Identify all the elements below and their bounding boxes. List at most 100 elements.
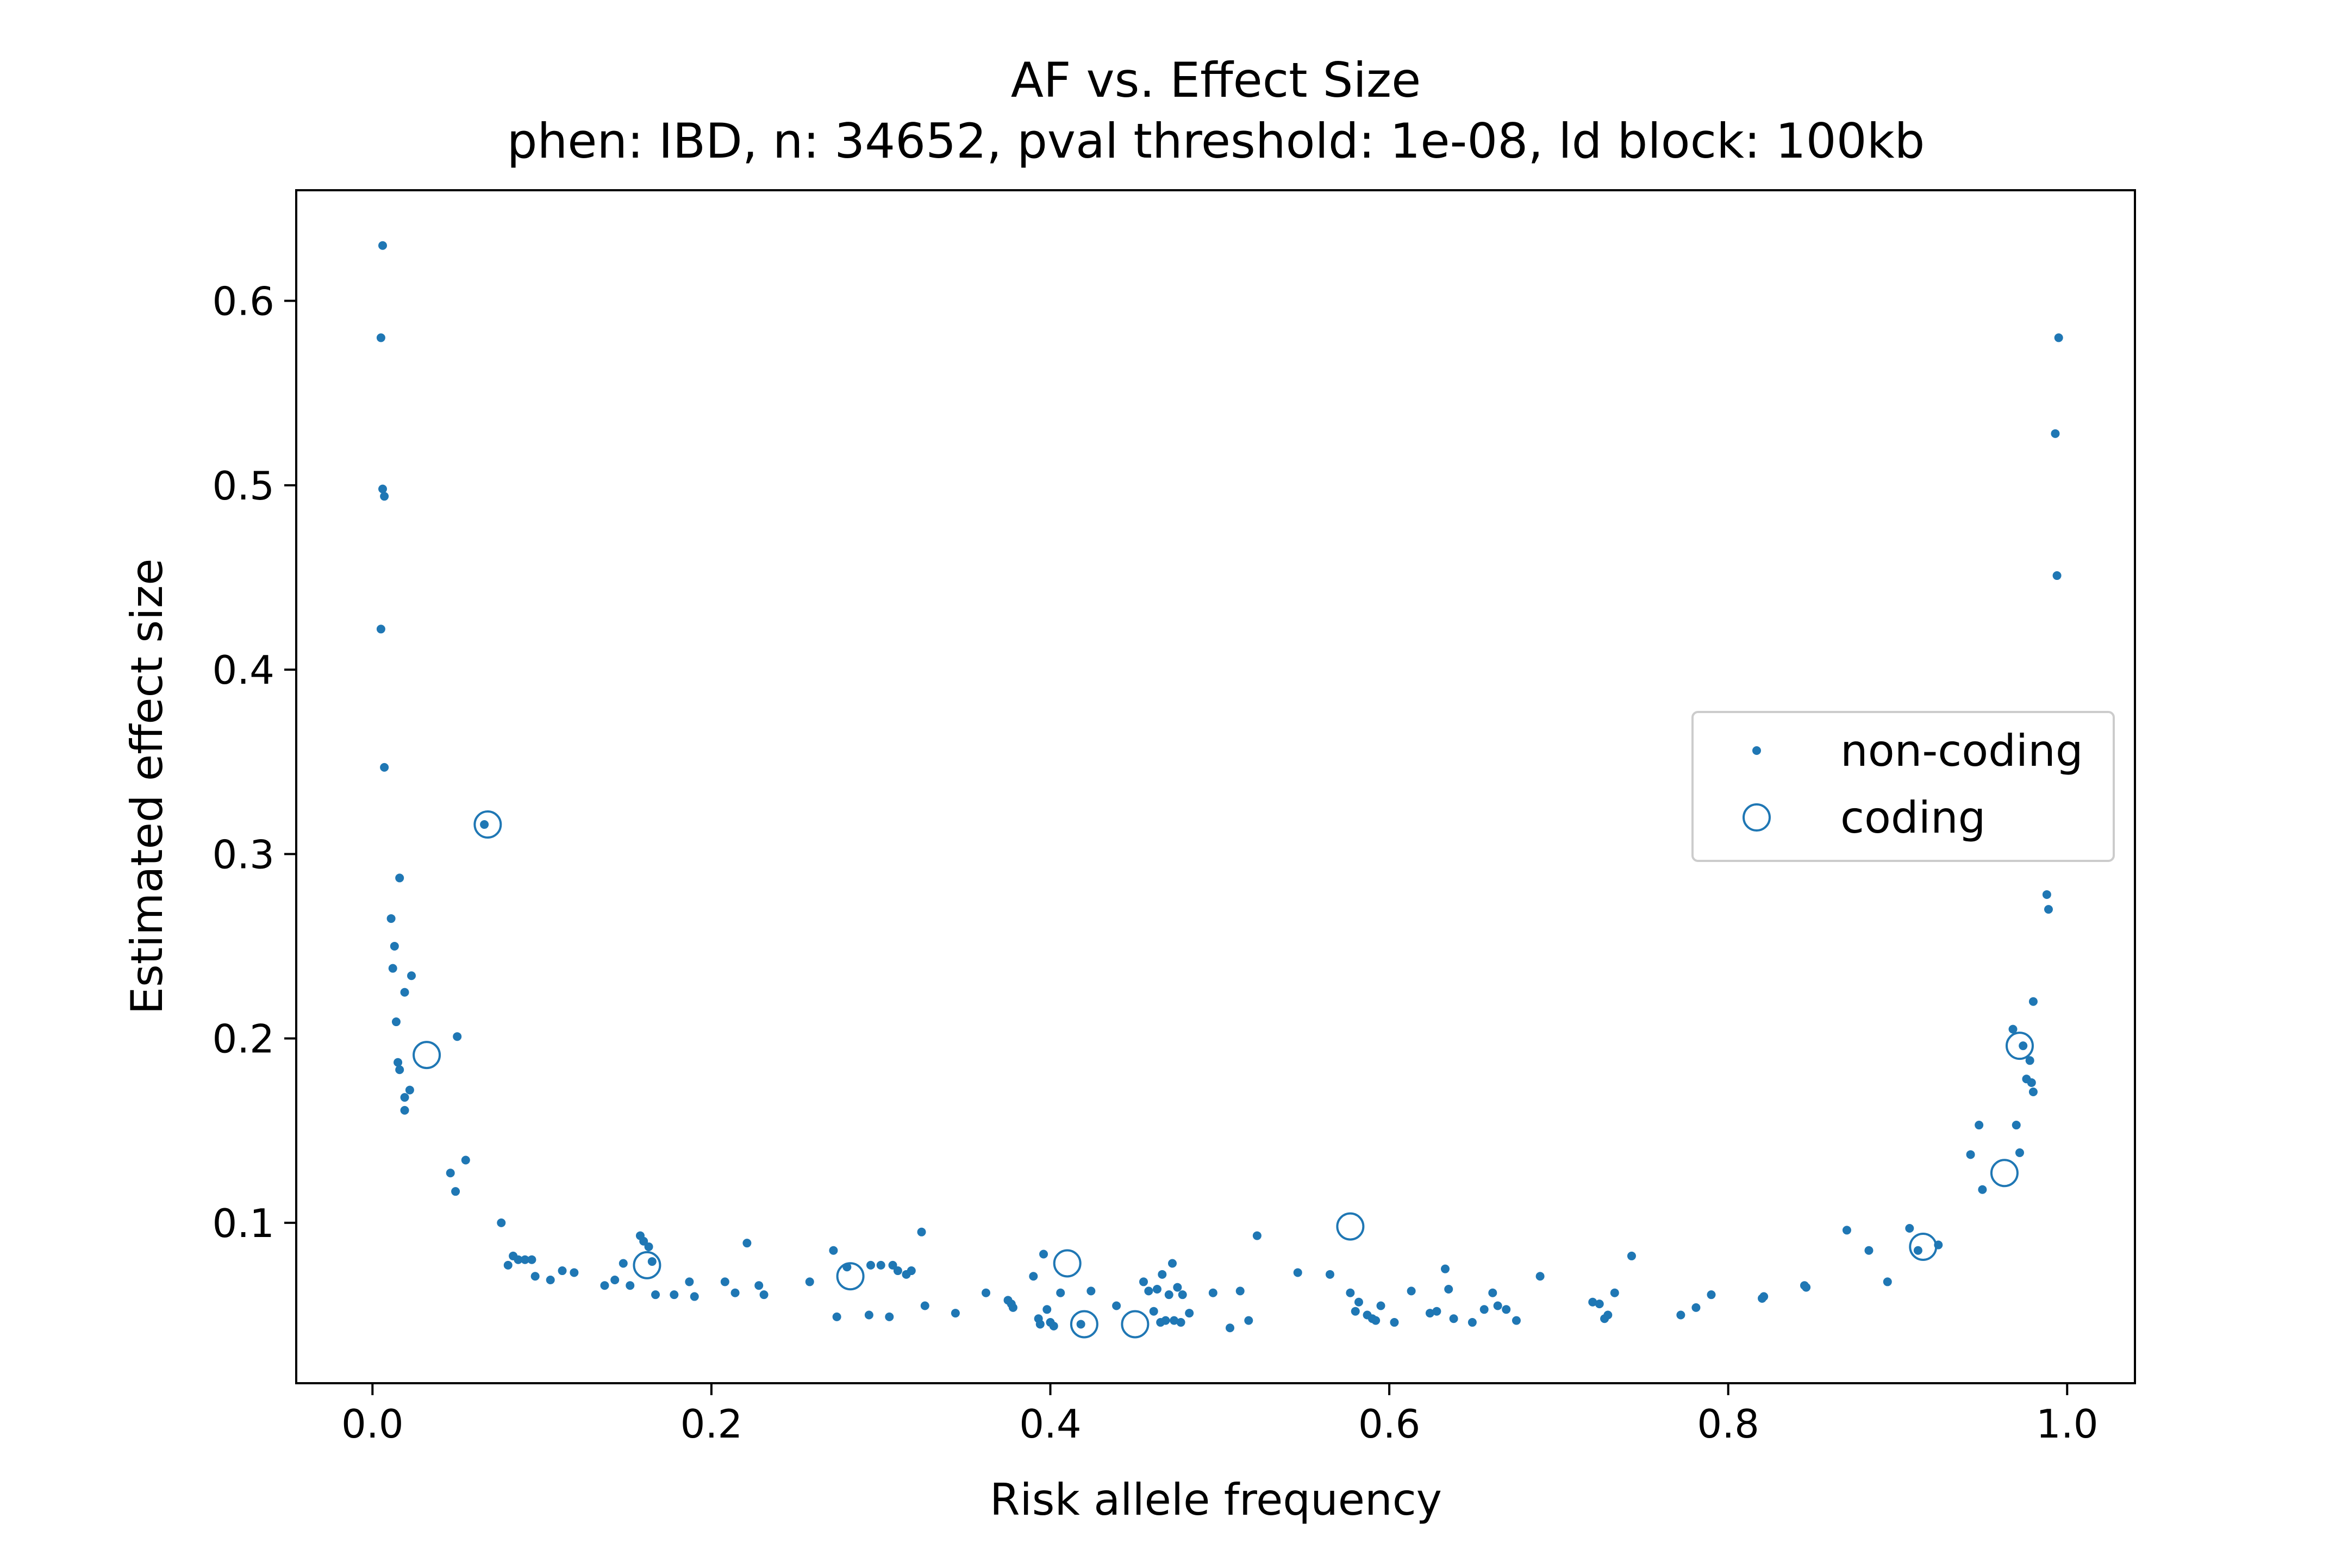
non-coding-point (1535, 1272, 1545, 1281)
non-coding-point (2052, 571, 2062, 580)
non-coding-point (639, 1236, 648, 1246)
non-coding-point (685, 1277, 694, 1286)
legend-box (1691, 711, 2115, 862)
non-coding-point (378, 241, 388, 250)
non-coding-point (1351, 1307, 1360, 1316)
non-coding-point (514, 1255, 523, 1264)
non-coding-point (1235, 1286, 1245, 1296)
non-coding-point (1978, 1185, 1987, 1194)
non-coding-point (1252, 1231, 1262, 1240)
legend-label-coding: coding (1840, 792, 1985, 843)
non-coding-point (395, 1065, 404, 1075)
non-coding-point (400, 1093, 409, 1102)
non-coding-point (1864, 1246, 1874, 1255)
non-coding-point (451, 1187, 460, 1196)
non-coding-point (1152, 1284, 1161, 1294)
non-coding-point (1035, 1320, 1045, 1329)
non-coding-point (893, 1266, 902, 1276)
non-coding-point (754, 1281, 764, 1290)
non-coding-point (1208, 1288, 1217, 1297)
non-coding-point (1244, 1316, 1253, 1325)
non-coding-point (530, 1272, 540, 1281)
non-coding-point (759, 1290, 769, 1300)
non-coding-point (1488, 1288, 1497, 1297)
non-coding-point (1354, 1297, 1363, 1307)
x-tick-label: 0.8 (1697, 1401, 1759, 1447)
non-coding-point (390, 941, 399, 951)
non-coding-point (461, 1155, 470, 1165)
non-coding-point (2054, 333, 2063, 342)
non-coding-point (2051, 429, 2060, 438)
non-coding-point (647, 1257, 657, 1266)
non-coding-point (1161, 1316, 1170, 1325)
marks-layer (376, 241, 2063, 1339)
legend-marker-non-coding (1752, 746, 1761, 755)
non-coding-point (1008, 1303, 1017, 1312)
non-coding-point (1049, 1321, 1058, 1330)
non-coding-point (503, 1260, 513, 1270)
non-coding-point (1802, 1283, 1811, 1292)
non-coding-point (2042, 890, 2051, 899)
non-coding-point (730, 1288, 740, 1297)
non-coding-point (876, 1260, 885, 1270)
non-coding-point (395, 873, 404, 883)
non-coding-point (888, 1260, 897, 1270)
coding-point (473, 810, 502, 839)
y-tick-label: 0.2 (212, 1016, 274, 1062)
non-coding-point (546, 1276, 555, 1285)
non-coding-point (951, 1309, 960, 1318)
non-coding-point (380, 492, 389, 501)
non-coding-point (527, 1255, 536, 1264)
non-coding-point (1390, 1318, 1399, 1327)
non-coding-point (1170, 1316, 1179, 1325)
non-coding-point (832, 1312, 841, 1321)
non-coding-point (982, 1288, 991, 1297)
non-coding-point (619, 1259, 628, 1268)
non-coding-point (400, 988, 409, 997)
non-coding-point (2019, 1041, 2028, 1051)
non-coding-point (1185, 1309, 1194, 1318)
non-coding-point (2044, 905, 2053, 914)
y-tick-label: 0.4 (212, 647, 274, 693)
x-tick-label: 0.0 (341, 1401, 404, 1447)
non-coding-point (1432, 1307, 1441, 1316)
non-coding-point (405, 1085, 414, 1095)
non-coding-point (558, 1266, 567, 1276)
non-coding-point (1444, 1284, 1453, 1294)
non-coding-point (1178, 1290, 1187, 1300)
coding-point (1070, 1310, 1098, 1339)
non-coding-point (1371, 1316, 1381, 1325)
non-coding-point (1029, 1272, 1038, 1281)
non-coding-point (1842, 1226, 1851, 1235)
non-coding-point (391, 1017, 401, 1027)
coding-point (1336, 1212, 1365, 1241)
y-axis-label: Estimated effect size (122, 558, 172, 1014)
non-coding-point (2028, 997, 2038, 1006)
coding-point (1990, 1159, 2019, 1188)
coding-point (413, 1041, 441, 1070)
non-coding-point (1610, 1288, 1619, 1297)
non-coding-point (1468, 1318, 1477, 1327)
non-coding-point (378, 484, 388, 493)
non-coding-point (670, 1290, 679, 1300)
non-coding-point (1164, 1290, 1173, 1300)
non-coding-point (1149, 1307, 1158, 1316)
non-coding-point (610, 1276, 620, 1285)
non-coding-point (1076, 1320, 1085, 1329)
non-coding-point (1042, 1305, 1052, 1314)
coding-point (1909, 1232, 1938, 1261)
non-coding-point (1144, 1286, 1153, 1296)
legend-label-non-coding: non-coding (1840, 726, 2083, 776)
non-coding-point (864, 1310, 873, 1320)
non-coding-point (446, 1169, 455, 1178)
non-coding-point (920, 1301, 929, 1310)
non-coding-point (1676, 1310, 1685, 1320)
non-coding-point (1913, 1246, 1922, 1255)
non-coding-point (1759, 1292, 1769, 1301)
non-coding-point (2012, 1121, 2021, 1130)
non-coding-point (644, 1242, 653, 1251)
non-coding-point (1905, 1224, 1914, 1233)
non-coding-point (1603, 1310, 1613, 1320)
non-coding-point (917, 1227, 926, 1236)
